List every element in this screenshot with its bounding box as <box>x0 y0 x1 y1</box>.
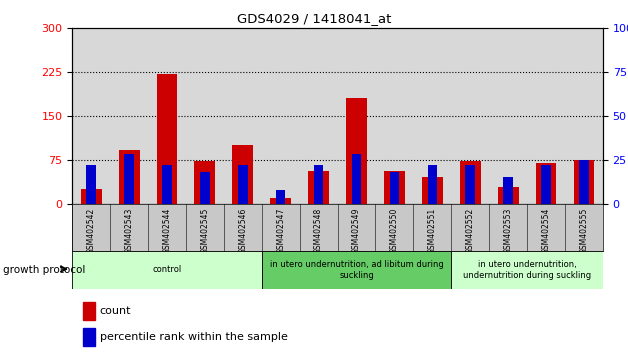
Bar <box>541 165 551 204</box>
Text: percentile rank within the sample: percentile rank within the sample <box>100 332 288 342</box>
Text: GDS4029 / 1418041_at: GDS4029 / 1418041_at <box>237 12 391 25</box>
Text: in utero undernutrition, ad libitum during
suckling: in utero undernutrition, ad libitum duri… <box>269 260 443 280</box>
Text: GSM402555: GSM402555 <box>580 207 588 254</box>
Bar <box>579 160 588 204</box>
Text: GSM402543: GSM402543 <box>124 207 134 254</box>
Text: GSM402545: GSM402545 <box>200 207 209 254</box>
Bar <box>460 161 480 204</box>
Bar <box>452 251 603 289</box>
Bar <box>119 150 139 204</box>
Bar <box>573 160 594 204</box>
Bar <box>262 251 452 289</box>
Bar <box>276 189 286 204</box>
Text: GSM402552: GSM402552 <box>466 207 475 253</box>
Bar <box>200 172 210 204</box>
Bar <box>162 165 171 204</box>
Bar <box>72 251 262 289</box>
Text: GSM402547: GSM402547 <box>276 207 285 254</box>
Text: control: control <box>153 266 181 274</box>
Bar <box>536 163 556 204</box>
Bar <box>238 165 247 204</box>
Text: count: count <box>100 306 131 316</box>
Bar <box>504 177 513 204</box>
Bar <box>87 165 96 204</box>
Bar <box>308 171 329 204</box>
Text: GSM402554: GSM402554 <box>541 207 551 254</box>
Text: GSM402551: GSM402551 <box>428 207 437 253</box>
Bar <box>81 189 102 204</box>
Bar <box>314 165 323 204</box>
Bar <box>498 187 519 204</box>
Bar <box>352 154 361 204</box>
Text: in utero undernutrition,
undernutrition during suckling: in utero undernutrition, undernutrition … <box>463 260 591 280</box>
Bar <box>156 74 177 204</box>
Bar <box>232 145 253 204</box>
Bar <box>384 171 405 204</box>
Bar <box>428 165 437 204</box>
Bar <box>83 302 94 320</box>
Text: GSM402546: GSM402546 <box>238 207 247 254</box>
Text: GSM402548: GSM402548 <box>314 207 323 253</box>
Text: GSM402549: GSM402549 <box>352 207 361 254</box>
Text: GSM402550: GSM402550 <box>390 207 399 254</box>
Bar <box>389 172 399 204</box>
Bar <box>346 98 367 204</box>
Text: growth protocol: growth protocol <box>3 265 85 275</box>
Bar <box>83 328 94 346</box>
Text: GSM402544: GSM402544 <box>163 207 171 254</box>
Text: GSM402542: GSM402542 <box>87 207 95 253</box>
Text: GSM402553: GSM402553 <box>504 207 512 254</box>
Bar <box>270 198 291 204</box>
Bar <box>465 165 475 204</box>
Bar <box>422 177 443 204</box>
Bar <box>124 154 134 204</box>
Bar <box>195 161 215 204</box>
